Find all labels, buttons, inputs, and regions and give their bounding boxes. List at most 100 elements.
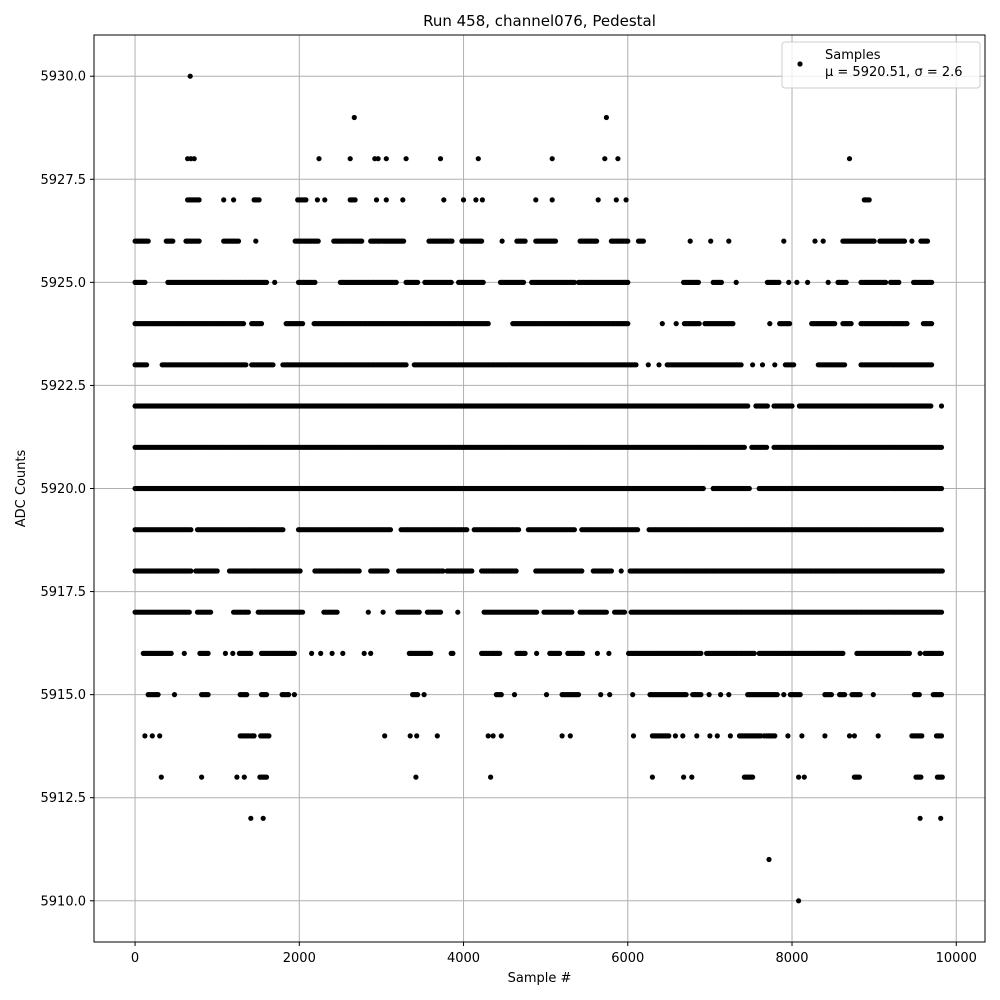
data-point [248,815,254,821]
data-point [575,692,582,698]
data-point [322,197,328,203]
data-point [870,692,876,698]
data-point [260,815,266,821]
data-point [191,156,197,162]
data-point [924,238,931,244]
data-point [266,733,272,739]
data-point [300,321,306,327]
data-point [168,650,174,657]
data-point [270,362,276,368]
y-axis-title: ADC Counts [14,450,29,528]
data-point [309,650,315,657]
data-point [594,238,600,244]
data-point [659,321,665,327]
data-point [421,692,427,698]
data-point [315,238,321,244]
data-point [460,197,467,203]
x-tick-label: 8000 [775,951,808,966]
data-point [387,527,394,533]
data-point [738,362,744,368]
data-point [188,568,194,574]
data-point [480,279,486,285]
data-point [938,815,944,821]
data-point [291,692,297,698]
data-point [656,362,662,368]
x-tick-label: 2000 [283,951,316,966]
data-point [746,485,752,492]
data-point [490,733,496,739]
data-point [680,733,686,739]
data-point [606,650,612,657]
data-point [791,362,797,368]
data-point [706,692,712,698]
data-point [825,279,831,285]
data-point [776,279,782,285]
data-point [633,362,639,368]
data-point [789,403,795,409]
data-point [479,238,485,244]
data-point [828,692,835,698]
data-point [696,321,702,327]
data-point [316,156,322,162]
data-point [666,733,672,739]
data-point [416,609,422,615]
data-point [640,238,647,244]
data-point [630,692,636,698]
data-point [382,733,388,739]
data-point [253,238,259,244]
data-point [796,774,802,780]
data-point [772,362,778,368]
data-point [625,279,631,285]
data-point [437,156,444,162]
data-point [603,114,610,121]
data-point [843,279,849,285]
data-point [580,650,586,657]
data-point [875,733,881,739]
data-point [786,279,792,285]
data-point [199,774,205,780]
data-point [929,321,935,327]
data-point [340,650,346,657]
data-point [157,733,163,739]
data-point [726,238,732,244]
data-point [906,650,913,657]
data-point [428,650,434,657]
legend-series-label: Samples [825,48,881,63]
data-point [848,321,854,327]
data-point [718,692,724,698]
data-point [741,444,748,450]
y-tick-label: 5927.5 [41,173,87,188]
data-point [857,692,863,698]
data-point [557,650,563,657]
data-point [750,362,756,368]
data-point [687,238,693,244]
data-point [520,279,527,285]
data-point [820,238,826,244]
data-point [866,197,872,203]
data-point [243,362,249,368]
data-point [488,774,494,780]
x-tick-label: 6000 [611,951,644,966]
data-point [785,733,791,739]
data-point [929,279,935,285]
data-point [673,321,679,327]
y-tick-label: 5915.0 [41,688,87,703]
data-point [938,692,945,698]
data-point [689,774,695,780]
data-point [917,650,923,657]
data-point [794,279,800,285]
data-point [918,774,924,780]
data-point [938,403,945,409]
data-point [683,692,689,698]
data-point [801,774,807,780]
data-point [437,609,444,615]
data-point [618,568,624,574]
data-point [595,197,601,203]
data-point [352,197,358,203]
data-point [625,238,631,244]
data-point [759,362,766,368]
data-point [413,774,419,780]
data-point [797,692,803,698]
data-point [221,197,227,203]
data-point [883,279,889,285]
